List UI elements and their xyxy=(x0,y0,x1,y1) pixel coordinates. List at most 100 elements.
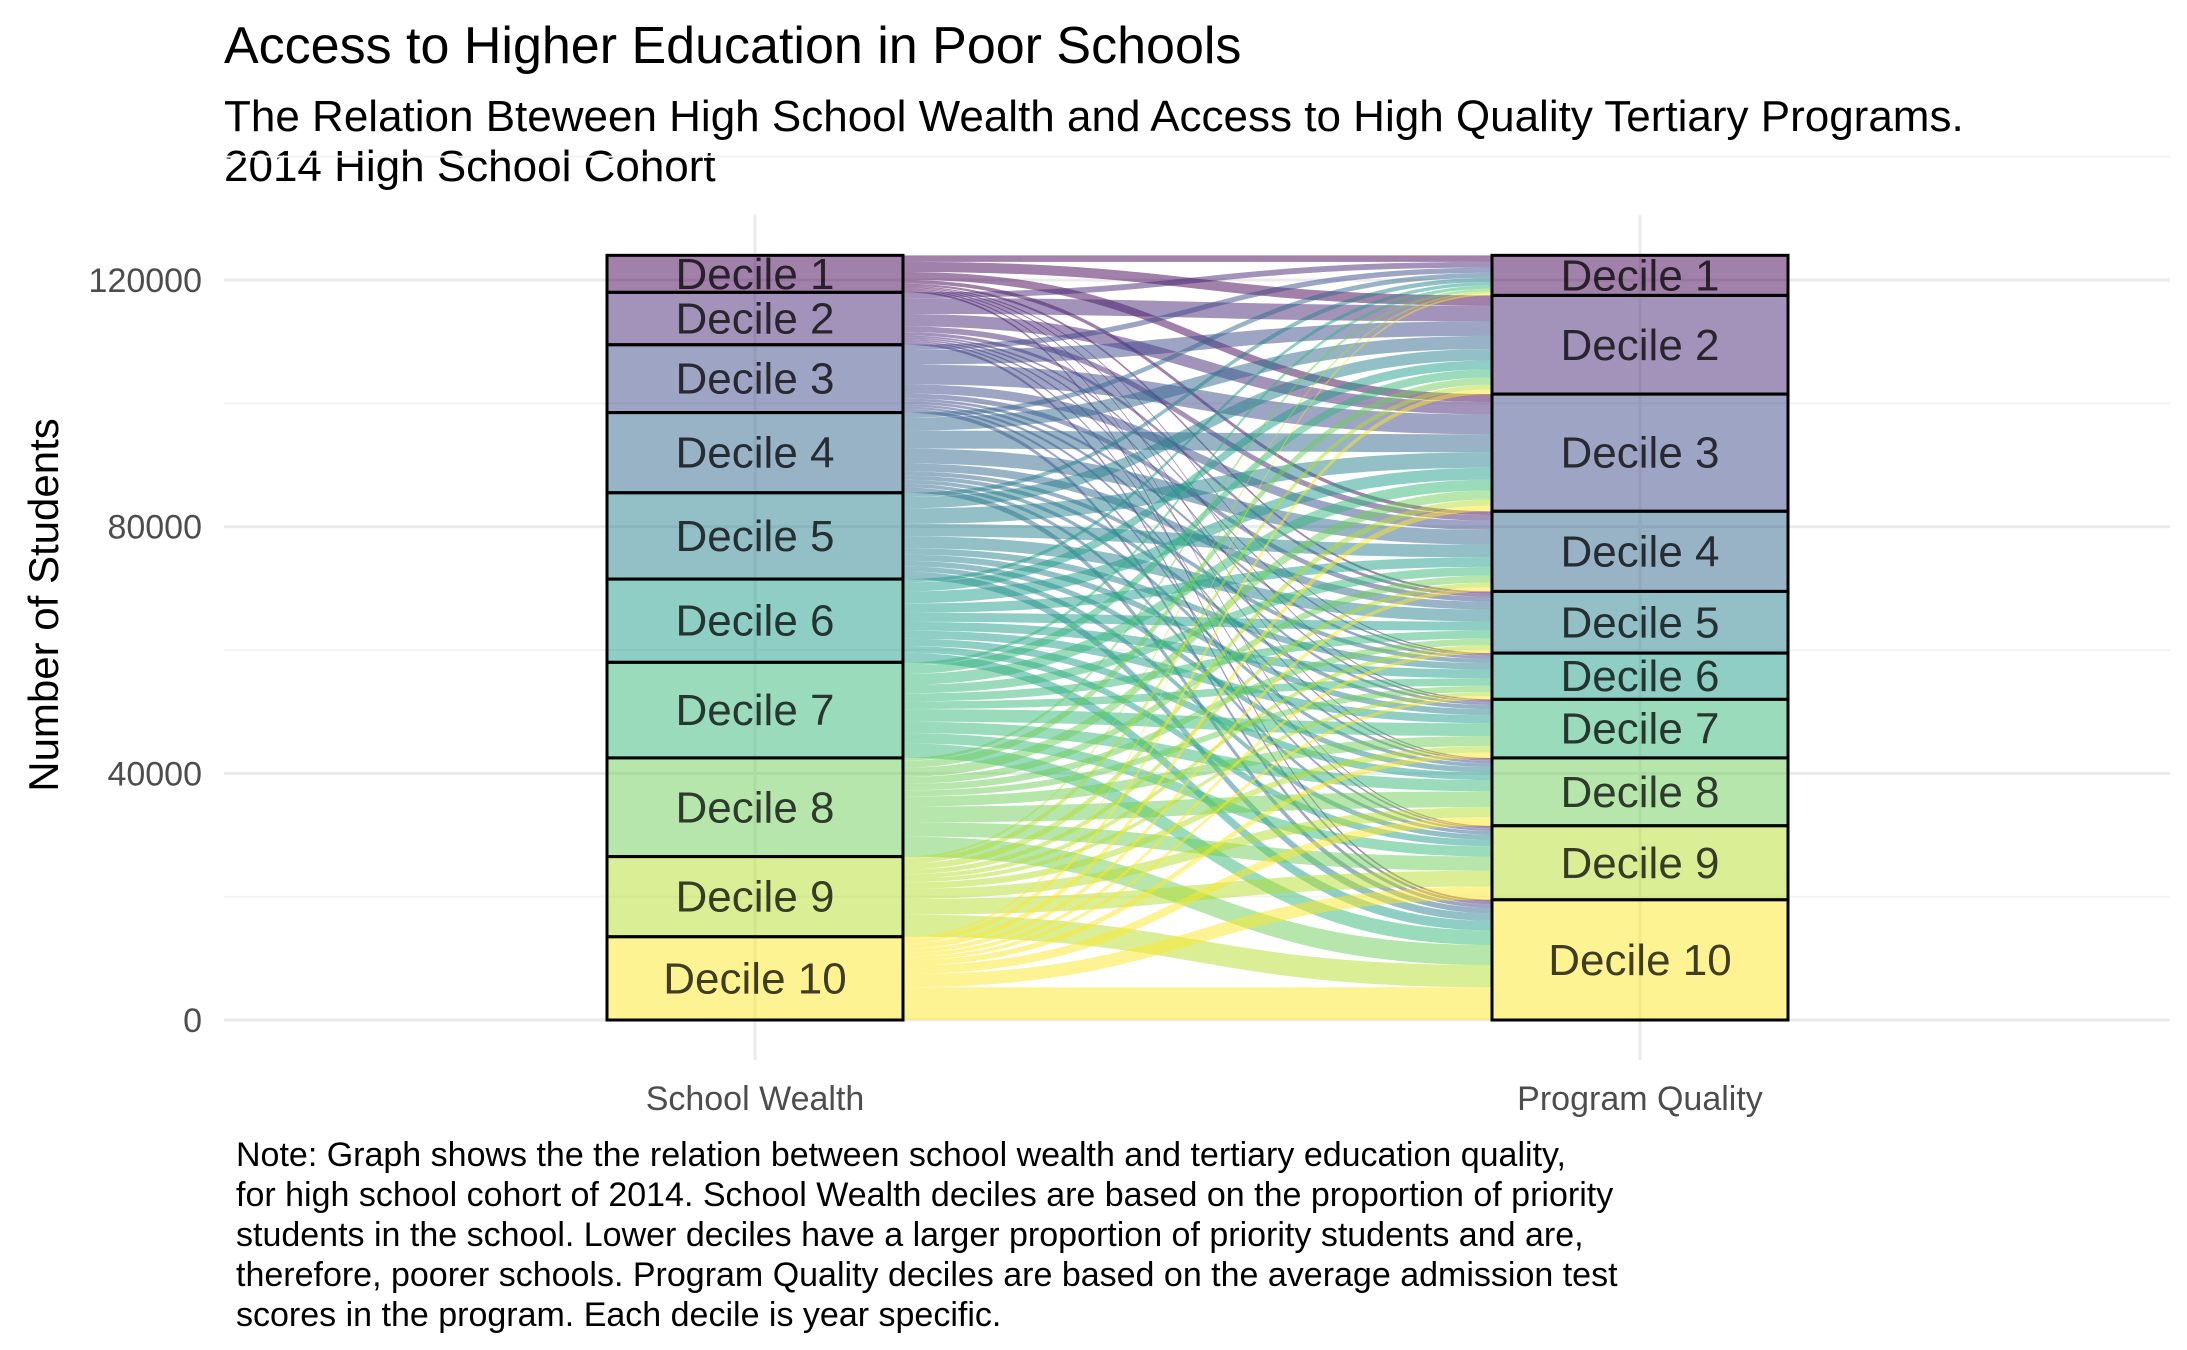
y-tick-label: 40000 xyxy=(107,755,202,793)
flow-ribbon xyxy=(903,987,1492,1020)
flow-ribbon xyxy=(903,314,1492,415)
flow-ribbon xyxy=(903,649,1492,957)
y-tick-label: 0 xyxy=(183,1002,202,1040)
program-quality-stratum-label: Decile 8 xyxy=(1561,768,1720,817)
x-tick-label: Program Quality xyxy=(1517,1080,1763,1118)
flow-ribbon xyxy=(903,290,1492,902)
program-quality-stratum-box xyxy=(1490,651,1790,701)
flow-ribbon xyxy=(903,467,1492,604)
flow-ribbon xyxy=(903,448,1492,545)
y-axis-title: Number of Students xyxy=(20,418,67,792)
school-wealth-stratum-box xyxy=(605,577,905,664)
flow-ribbon xyxy=(903,548,1492,670)
school-wealth-stratum-box xyxy=(605,343,905,415)
flow-ribbon xyxy=(903,267,1492,351)
flow-ribbon xyxy=(903,886,1492,988)
program-quality-stratum-box xyxy=(1490,253,1790,297)
school-wealth-stratum-label: Decile 3 xyxy=(676,355,835,404)
school-wealth-stratum-box xyxy=(605,756,905,859)
program-quality-stratum-label: Decile 4 xyxy=(1561,527,1720,576)
x-tick-label: School Wealth xyxy=(646,1080,865,1118)
flow-ribbon xyxy=(903,695,1492,961)
flow-ribbon xyxy=(903,505,1492,949)
school-wealth-stratum-label: Decile 2 xyxy=(676,295,835,344)
flow-ribbon xyxy=(903,638,1492,791)
chart-title: Access to Higher Education in Poor Schoo… xyxy=(224,17,1242,75)
flow-ribbon xyxy=(903,587,1492,953)
axes: 0 40000 80000 120000 Number of Students Schoo… xyxy=(20,262,1763,1118)
flow-ribbon xyxy=(903,261,1492,299)
program-quality-stratum-label: Decile 10 xyxy=(1548,936,1731,985)
school-wealth-stratum-label: Decile 7 xyxy=(676,686,835,735)
program-quality-stratum-label: Decile 6 xyxy=(1561,652,1720,701)
flow-ribbon xyxy=(903,389,1492,944)
school-wealth-stratum-box xyxy=(605,660,905,760)
flow-ribbon xyxy=(903,384,1492,530)
program-quality-stratum-box xyxy=(1490,392,1790,513)
program-quality-stratum-label: Decile 9 xyxy=(1561,839,1720,888)
program-quality-stratum-label: Decile 1 xyxy=(1561,251,1720,300)
flow-ribbon xyxy=(903,490,1492,777)
flow-ribbon xyxy=(903,914,1492,988)
flow-ribbon xyxy=(903,575,1492,784)
flow-ribbon xyxy=(903,692,1492,883)
school-wealth-stratum-box xyxy=(605,290,905,347)
program-quality-stratum-label: Decile 7 xyxy=(1561,705,1720,754)
program-quality-stratum-label: Decile 2 xyxy=(1561,321,1720,370)
flow-ribbon xyxy=(903,566,1492,840)
flow-ribbon xyxy=(903,685,1492,797)
program-quality-stratum-box xyxy=(1490,898,1790,1022)
flow-ribbon xyxy=(903,377,1492,768)
school-wealth-stratum-label: Decile 6 xyxy=(676,597,835,646)
school-wealth-stratum-label: Decile 1 xyxy=(676,250,835,299)
flow-ribbon xyxy=(903,364,1492,435)
flow-ribbon xyxy=(903,733,1492,857)
school-wealth-stratum-box xyxy=(605,253,905,294)
flow-ribbon xyxy=(903,288,1492,761)
school-wealth-stratum-label: Decile 10 xyxy=(663,954,846,1003)
school-wealth-stratum-label: Decile 5 xyxy=(676,512,835,561)
flow-ribbon xyxy=(903,645,1492,879)
flow-ribbon xyxy=(903,678,1492,710)
flow-ribbon xyxy=(903,384,1492,864)
program-quality-stratum-box xyxy=(1490,589,1790,655)
flow-ribbon xyxy=(903,752,1492,966)
flow-ribbon xyxy=(903,475,1492,710)
flow-ribbon xyxy=(903,836,1492,966)
flow-ribbon xyxy=(903,807,1492,899)
flow-ribbon xyxy=(903,398,1492,659)
program-quality-stratum-box xyxy=(1490,756,1790,828)
program-quality-stratum-box xyxy=(1490,293,1790,396)
flow-ribbon xyxy=(903,293,1492,939)
flow-ribbon xyxy=(903,335,1492,431)
flow-ribbon xyxy=(903,272,1492,418)
school-wealth-stratum-label: Decile 9 xyxy=(676,873,835,922)
flow-ribbon xyxy=(903,483,1492,835)
flow-ribbon xyxy=(903,621,1492,679)
flow-ribbon xyxy=(903,261,1492,306)
flow-ribbon xyxy=(903,822,1492,871)
chart-note: Note: Graph shows the the relation betwe… xyxy=(236,1136,1618,1334)
school-wealth-stratum-box xyxy=(605,935,905,1022)
flow-ribbon xyxy=(903,471,1492,664)
flow-ribbon xyxy=(903,291,1492,859)
flow-ribbon xyxy=(903,349,1492,509)
flow-ribbon xyxy=(903,817,1492,975)
school-wealth-stratum-label: Decile 8 xyxy=(676,783,835,832)
flow-ribbons xyxy=(903,255,1492,1020)
flow-ribbon xyxy=(903,487,1492,914)
flow-ribbon xyxy=(903,332,1492,597)
flow-ribbon xyxy=(903,646,1492,847)
chart-subtitle: The Relation Bteween High School Wealth … xyxy=(224,92,1964,191)
program-quality-stratum-box xyxy=(1490,824,1790,902)
flow-ribbon xyxy=(903,255,1492,262)
flow-ribbon xyxy=(903,638,1492,781)
flow-ribbon xyxy=(903,285,1492,655)
flow-ribbon xyxy=(903,452,1492,524)
school-wealth-stratum-label: Decile 4 xyxy=(676,429,835,478)
program-quality-stratum-label: Decile 3 xyxy=(1561,429,1720,478)
y-tick-label: 80000 xyxy=(107,509,202,547)
flow-ribbon xyxy=(903,289,1492,827)
flow-ribbon xyxy=(903,282,1492,583)
